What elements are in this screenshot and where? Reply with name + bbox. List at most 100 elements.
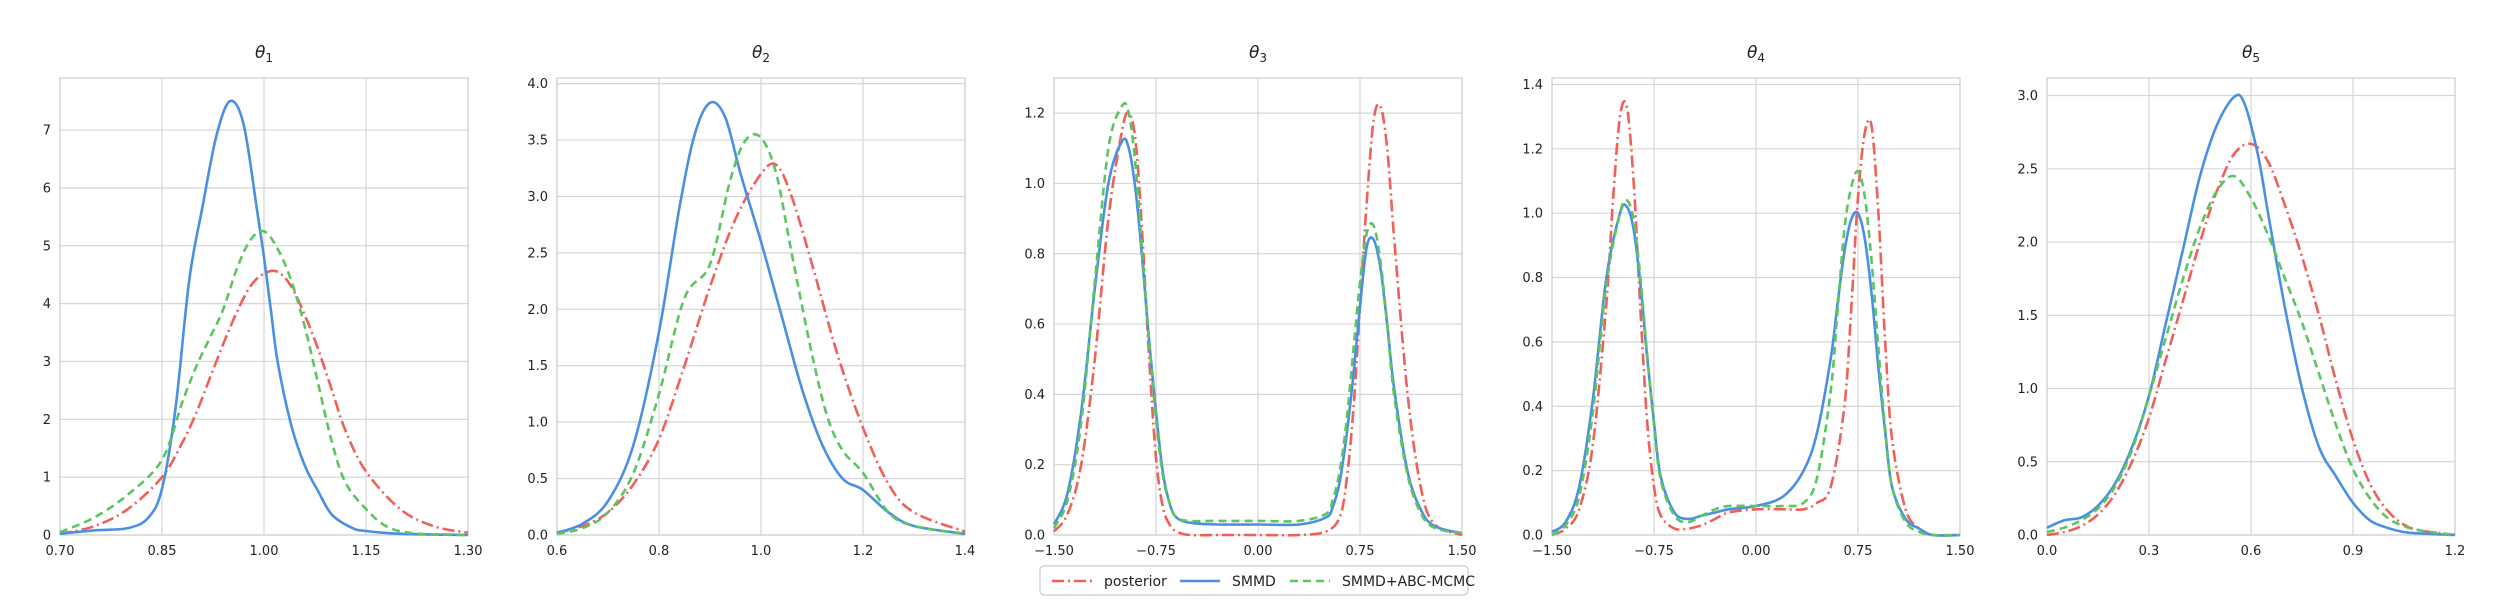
series-line-posterior — [1052, 102, 1463, 537]
subplot-title: θ2 — [752, 43, 770, 65]
series-line-smmd_abc — [2046, 174, 2456, 537]
y-tick-label: 0.6 — [1522, 335, 1543, 350]
x-tick-label: −0.75 — [1634, 544, 1674, 559]
series-line-posterior — [1551, 100, 1961, 537]
x-tick-label: 1.00 — [250, 544, 279, 559]
y-tick-label: 0.8 — [1522, 271, 1543, 286]
subplot-5: 0.0 0.3 0.6 0.9 1.2 0.0 0.5 1.0 1.5 2.0 2.5 3.0 θ5 — [2017, 43, 2465, 559]
y-tick-label: 1.0 — [1024, 177, 1045, 192]
y-tick-label: 5 — [43, 239, 51, 254]
series-line-posterior — [2046, 142, 2456, 537]
title-subscript: 5 — [2252, 51, 2260, 65]
subplot-2: 0.6 0.8 1.0 1.2 1.4 0.0 0.5 1.0 1.5 2.0 2.5 3.0 3.5 4… — [527, 43, 975, 559]
y-tick-label: 0.4 — [1522, 400, 1543, 415]
y-tick-label: 3 — [43, 355, 51, 370]
y-tick-label: 2.5 — [2017, 162, 2038, 177]
x-tick-label: 0.85 — [148, 544, 177, 559]
y-tick-label: 2.0 — [527, 303, 548, 318]
y-tick-label: 1.2 — [1522, 142, 1543, 157]
plot-frame — [59, 77, 469, 536]
y-tick-label: 3.0 — [2017, 89, 2038, 104]
subplot-title: θ3 — [1249, 43, 1267, 65]
title-subscript: 1 — [265, 51, 273, 65]
y-tick-label: 6 — [43, 181, 51, 196]
x-tick-label: 0.75 — [1346, 544, 1375, 559]
title-symbol: θ — [1747, 43, 1758, 63]
x-tick-label: 0.9 — [2343, 544, 2364, 559]
y-tick-label: 0.6 — [1024, 318, 1045, 333]
x-tick-label: 0.70 — [46, 544, 75, 559]
y-tick-label: 1.5 — [2017, 309, 2038, 324]
x-tick-label: 0.6 — [547, 544, 568, 559]
subplot-title: θ4 — [1747, 43, 1765, 65]
series-line-smmd — [2046, 93, 2456, 537]
subplot-title: θ5 — [2242, 43, 2260, 65]
title-symbol: θ — [255, 43, 266, 63]
plot-frame — [1053, 77, 1463, 536]
y-tick-label: 4 — [43, 297, 51, 312]
y-tick-label: 0 — [43, 529, 51, 544]
x-tick-label: −1.50 — [1034, 544, 1074, 559]
y-tick-label: 3.5 — [527, 134, 548, 149]
title-subscript: 4 — [1757, 51, 1765, 65]
y-tick-label: 0.2 — [1522, 464, 1543, 479]
legend-label-smmd: SMMD — [1232, 574, 1276, 590]
title-symbol: θ — [752, 43, 763, 63]
series-line-smmd — [556, 100, 966, 536]
legend-label-posterior: posterior — [1104, 574, 1167, 590]
x-tick-label: 1.2 — [2445, 544, 2466, 559]
y-tick-label: 0.4 — [1024, 388, 1045, 403]
y-tick-label: 0.0 — [2017, 529, 2038, 544]
y-tick-label: 1.2 — [1024, 107, 1045, 122]
x-tick-label: 0.0 — [2037, 544, 2058, 559]
x-tick-label: 1.50 — [1946, 544, 1975, 559]
y-tick-label: 2 — [43, 413, 51, 428]
y-tick-label: 2.0 — [2017, 236, 2038, 251]
y-tick-label: 7 — [43, 124, 51, 139]
plot-frame — [556, 77, 966, 536]
y-tick-label: 1.0 — [2017, 382, 2038, 397]
x-tick-label: 0.75 — [1844, 544, 1873, 559]
y-tick-label: 1.5 — [527, 359, 548, 374]
x-tick-label: 1.15 — [352, 544, 381, 559]
y-tick-label: 0.8 — [1024, 247, 1045, 262]
y-tick-label: 0.2 — [1024, 458, 1045, 473]
series-line-smmd_abc — [1052, 101, 1463, 535]
y-tick-label: 0.0 — [527, 529, 548, 544]
y-tick-label: 3.0 — [527, 190, 548, 205]
legend-frame — [1039, 565, 1469, 596]
x-tick-label: 1.0 — [751, 544, 772, 559]
y-tick-label: 4.0 — [527, 77, 548, 92]
subplot-3: −1.50 −0.75 0.00 0.75 1.50 0.0 0.2 0.4 0.6 0.8 1.0… — [1024, 43, 1476, 559]
y-tick-label: 0.0 — [1522, 529, 1543, 544]
x-tick-label: 0.3 — [2139, 544, 2160, 559]
y-tick-label: 2.5 — [527, 246, 548, 261]
x-tick-label: 0.8 — [649, 544, 670, 559]
y-tick-label: 0.5 — [2017, 455, 2038, 470]
series-line-smmd_abc — [556, 132, 966, 536]
subplot-4: −1.50 −0.75 0.00 0.75 1.50 0.0 0.2 0.4 0.6 0.8 1.0… — [1522, 43, 1974, 559]
x-tick-label: 1.30 — [454, 544, 483, 559]
series-line-smmd — [59, 99, 469, 537]
legend-label-smmd_abc: SMMD+ABC-MCMC — [1342, 574, 1475, 590]
x-tick-label: 0.6 — [2241, 544, 2262, 559]
x-tick-label: −0.75 — [1136, 544, 1176, 559]
plot-frame — [1551, 77, 1961, 536]
series-line-smmd_abc — [59, 229, 469, 537]
x-tick-label: 0.00 — [1742, 544, 1771, 559]
x-tick-label: 0.00 — [1244, 544, 1273, 559]
x-tick-label: 1.4 — [955, 544, 976, 559]
series-line-posterior — [59, 269, 469, 536]
series-line-smmd_abc — [1551, 169, 1961, 537]
title-subscript: 3 — [1259, 51, 1267, 65]
title-symbol: θ — [2242, 43, 2253, 63]
plot-frame — [2046, 77, 2456, 536]
y-tick-label: 1.4 — [1522, 78, 1543, 93]
y-tick-label: 0.5 — [527, 472, 548, 487]
x-tick-label: −1.50 — [1532, 544, 1572, 559]
x-tick-label: 1.2 — [853, 544, 874, 559]
x-tick-label: 1.50 — [1448, 544, 1477, 559]
series-line-posterior — [556, 162, 966, 534]
